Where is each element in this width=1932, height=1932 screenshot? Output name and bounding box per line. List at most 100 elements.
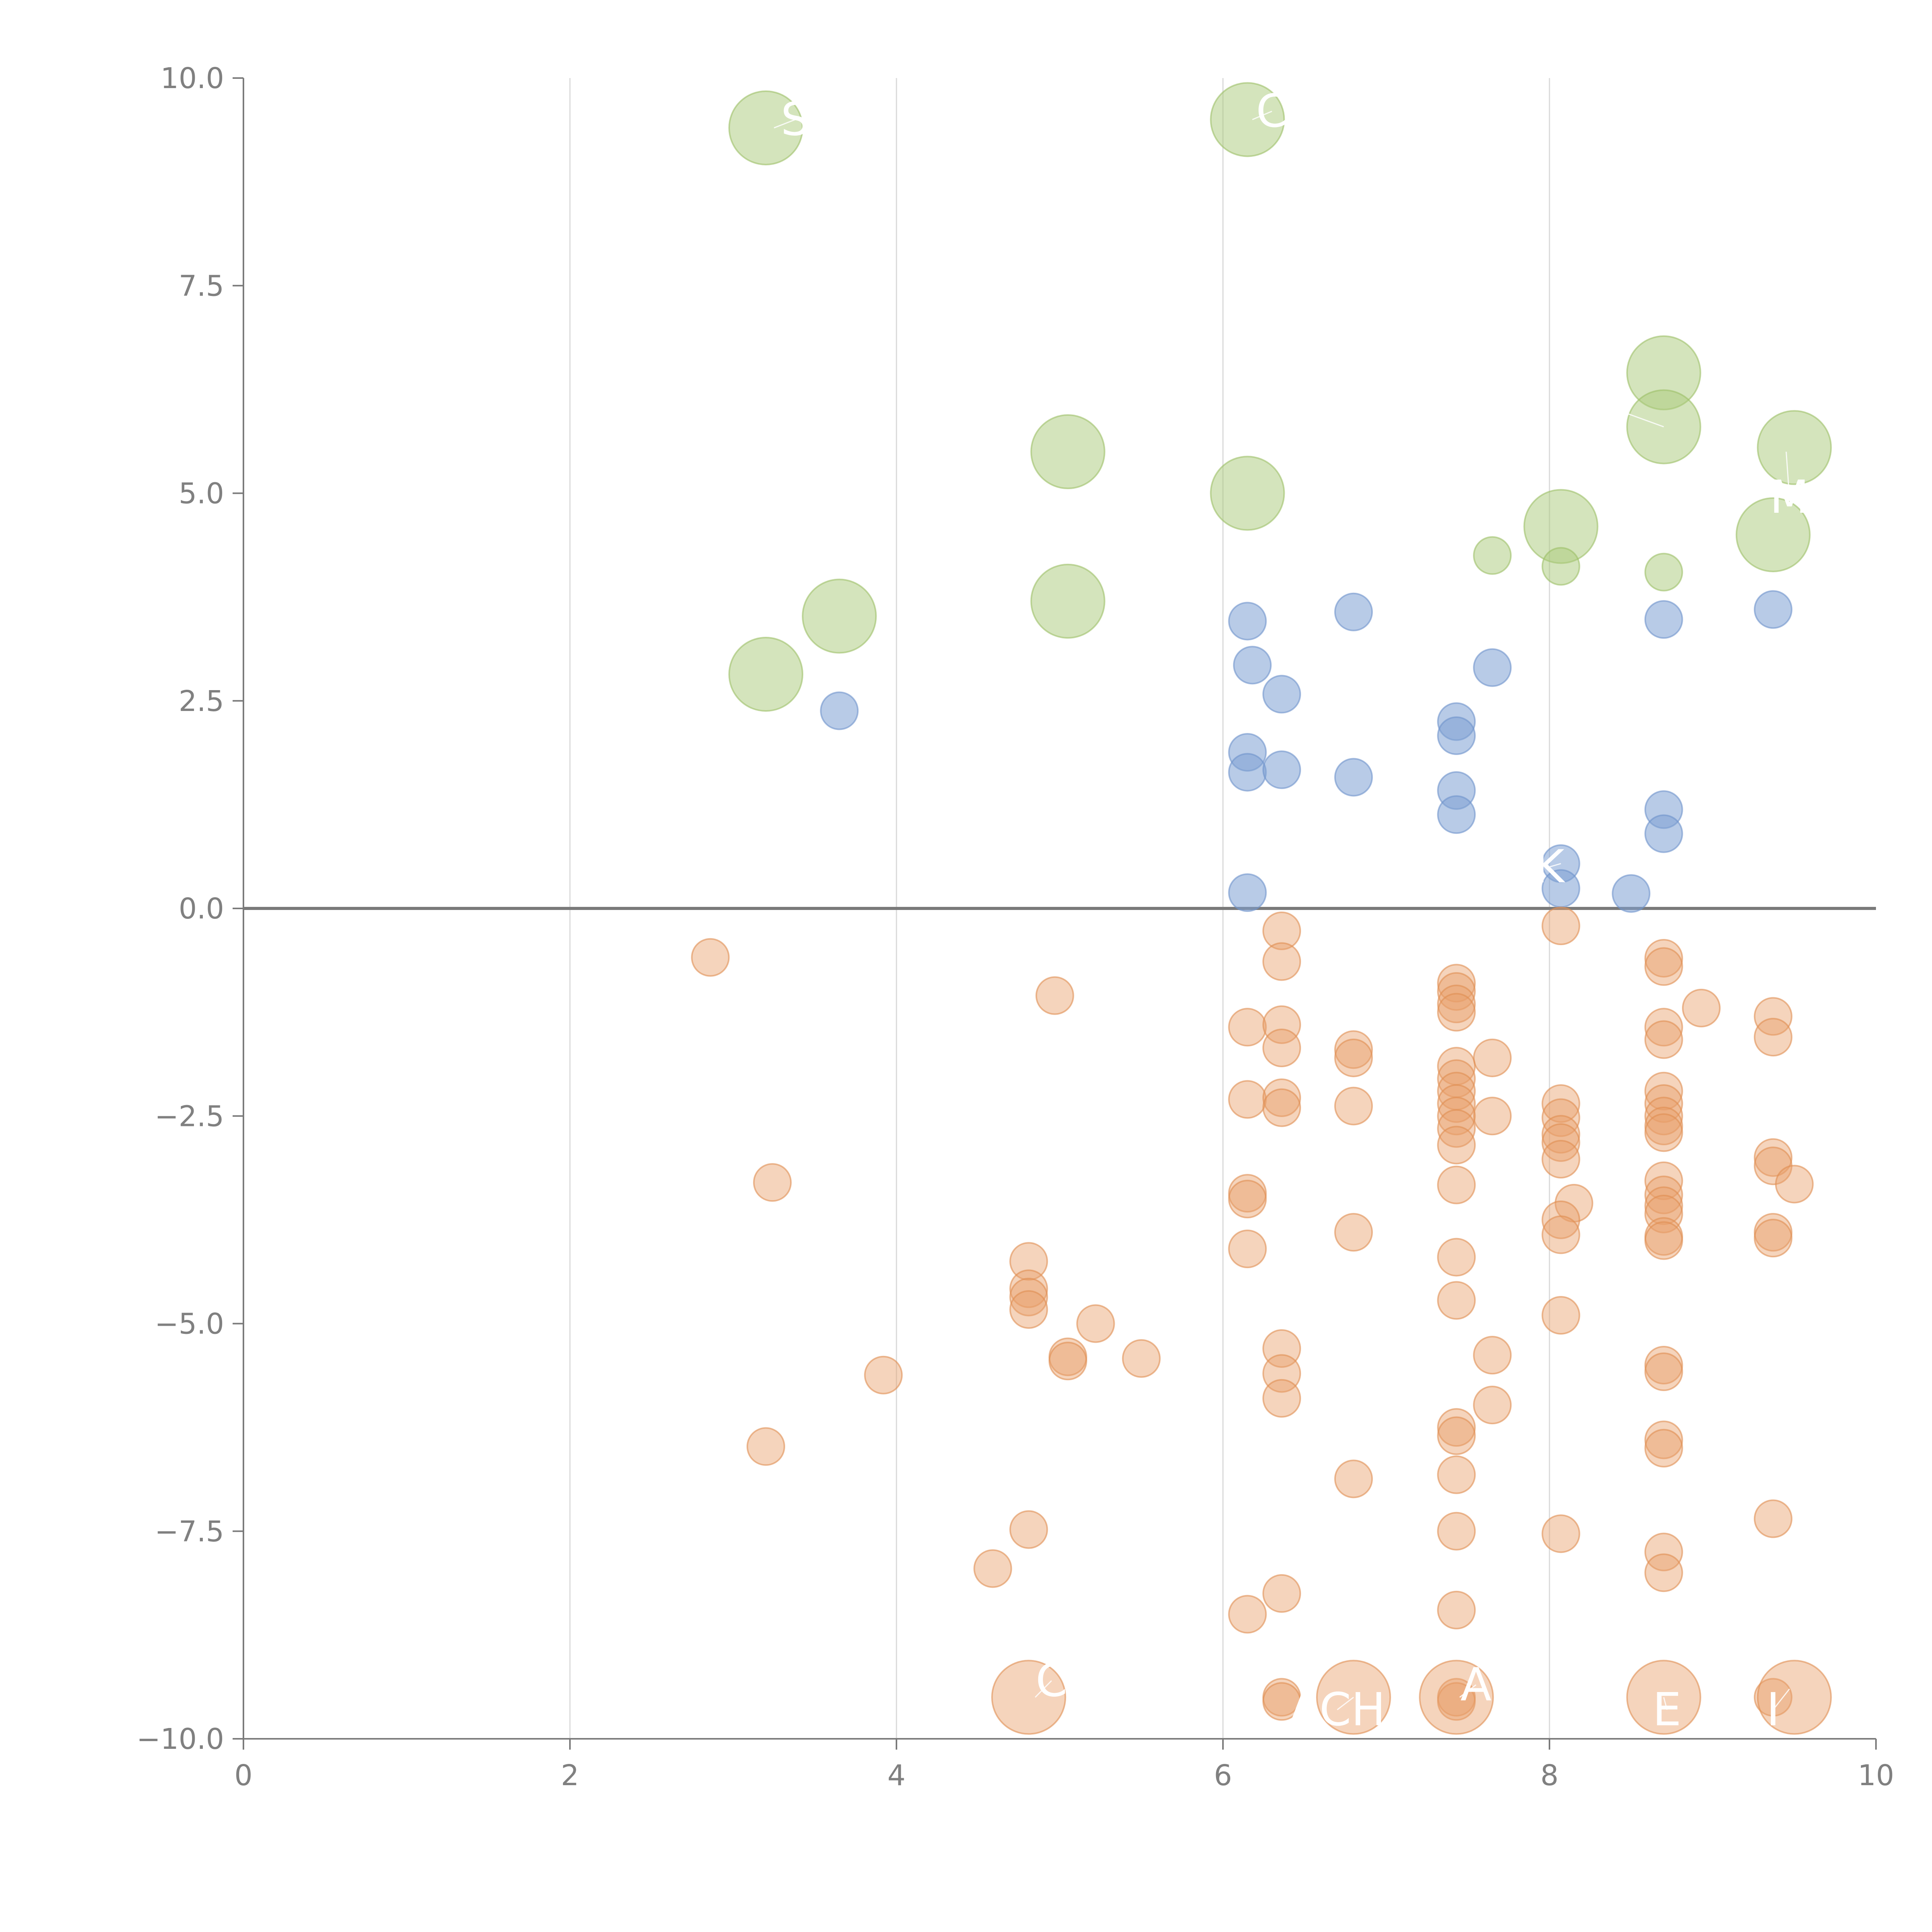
data-point-orange bbox=[691, 938, 730, 977]
label-leader-line bbox=[1252, 111, 1272, 120]
x-tick-label: 0 bbox=[234, 1759, 252, 1792]
x-tick-label: 6 bbox=[1214, 1759, 1232, 1792]
data-point-green bbox=[728, 90, 803, 165]
data-point-orange bbox=[1437, 1109, 1476, 1148]
label-leader-line bbox=[1786, 451, 1790, 498]
data-point-orange bbox=[1262, 1005, 1301, 1044]
label-leader-line bbox=[1459, 1684, 1476, 1698]
data-point-orange bbox=[1753, 1678, 1793, 1717]
data-point-orange bbox=[1334, 1087, 1373, 1126]
data-point-blue bbox=[1644, 814, 1683, 853]
data-point-orange bbox=[1437, 1512, 1476, 1551]
data-point-orange bbox=[1009, 1242, 1048, 1281]
y-tick-label: 7.5 bbox=[179, 269, 224, 303]
data-point-orange bbox=[1262, 1088, 1301, 1127]
data-point-blue bbox=[1262, 750, 1301, 789]
point-label: A bbox=[1461, 1658, 1492, 1711]
data-point-orange bbox=[1334, 1459, 1373, 1498]
y-tick-label: −2.5 bbox=[155, 1100, 224, 1133]
data-point-orange bbox=[1644, 1084, 1683, 1123]
data-point-blue bbox=[1334, 592, 1373, 631]
label-leader-line bbox=[774, 119, 796, 129]
label-leader-line bbox=[1663, 1697, 1668, 1710]
point-label: E bbox=[1653, 1683, 1682, 1736]
data-point-orange bbox=[1228, 1008, 1267, 1047]
data-point-orange bbox=[1334, 1030, 1373, 1069]
data-point-orange bbox=[1753, 1018, 1793, 1057]
data-points bbox=[691, 82, 1832, 1735]
data-point-orange bbox=[1644, 1008, 1683, 1047]
data-point-green bbox=[1757, 410, 1832, 485]
data-point-orange bbox=[1473, 1336, 1512, 1375]
point-label: S bbox=[781, 92, 810, 146]
data-point-orange bbox=[1753, 997, 1793, 1036]
data-point-orange bbox=[1009, 1290, 1048, 1329]
data-point-orange bbox=[1644, 1553, 1683, 1592]
data-point-orange bbox=[1262, 1078, 1301, 1117]
data-point-blue bbox=[1228, 873, 1267, 912]
label-leader-line bbox=[1772, 1689, 1790, 1710]
data-point-orange bbox=[1437, 972, 1476, 1011]
x-tick-label: 4 bbox=[887, 1759, 905, 1792]
data-point-orange bbox=[1541, 1084, 1580, 1123]
data-point-orange bbox=[1334, 1213, 1373, 1252]
data-point-green bbox=[1030, 563, 1105, 639]
data-point-orange bbox=[747, 1427, 785, 1466]
data-point-blue bbox=[1334, 758, 1373, 797]
data-point-orange bbox=[991, 1660, 1066, 1735]
data-point-green bbox=[1473, 536, 1512, 575]
data-point-orange bbox=[1753, 1213, 1793, 1252]
label-leader-line bbox=[1549, 863, 1561, 867]
data-point-orange bbox=[1262, 912, 1301, 951]
data-point-orange bbox=[1644, 1194, 1683, 1233]
point-label: I bbox=[1766, 1683, 1780, 1736]
y-tick-label: 10.0 bbox=[160, 62, 224, 95]
data-point-blue bbox=[1612, 874, 1651, 913]
data-point-blue bbox=[820, 691, 859, 730]
data-point-orange bbox=[1228, 1080, 1267, 1119]
data-point-orange bbox=[753, 1163, 792, 1202]
y-tick-label: −5.0 bbox=[155, 1308, 224, 1341]
y-tick-label: 2.5 bbox=[179, 685, 224, 718]
data-point-orange bbox=[1644, 1532, 1683, 1571]
data-point-orange bbox=[1644, 947, 1683, 986]
data-point-orange bbox=[1753, 1499, 1793, 1538]
data-point-green bbox=[1030, 414, 1105, 490]
y-tick-label: 5.0 bbox=[179, 477, 224, 510]
data-point-orange bbox=[1437, 964, 1476, 1003]
data-point-orange bbox=[864, 1355, 903, 1395]
data-point-orange bbox=[1437, 1126, 1476, 1165]
data-point-blue bbox=[1228, 602, 1267, 641]
data-point-green bbox=[1210, 456, 1285, 531]
data-point-orange bbox=[1541, 1200, 1580, 1239]
data-point-orange bbox=[1437, 1455, 1476, 1494]
axes: 10.0 7.5 5.0 2.5 0.0 −2.5 −5.0 −7.5 −10.0 0 2 4 6 8 10 bbox=[136, 62, 1894, 1792]
data-point-orange bbox=[1682, 988, 1721, 1027]
x-tick-label: 2 bbox=[561, 1759, 579, 1792]
data-point-blue bbox=[1233, 646, 1272, 685]
data-point-orange bbox=[1122, 1339, 1161, 1378]
data-point-orange bbox=[1437, 1408, 1476, 1447]
point-label: R bbox=[1591, 379, 1622, 432]
data-point-orange bbox=[1753, 1138, 1793, 1177]
data-point-orange bbox=[1541, 906, 1580, 946]
data-point-orange bbox=[1437, 1281, 1476, 1320]
data-point-orange bbox=[1048, 1342, 1087, 1381]
data-point-orange bbox=[1775, 1165, 1814, 1204]
data-point-orange bbox=[1009, 1269, 1048, 1308]
data-point-orange bbox=[1262, 1379, 1301, 1418]
label-leader-line bbox=[1606, 405, 1664, 427]
data-point-orange bbox=[1541, 1139, 1580, 1179]
data-point-orange bbox=[1437, 1097, 1476, 1136]
data-point-green bbox=[1210, 82, 1285, 157]
data-point-green bbox=[1735, 497, 1811, 572]
data-point-orange bbox=[1228, 1595, 1267, 1634]
data-point-orange bbox=[1541, 1296, 1580, 1335]
data-point-orange bbox=[1035, 976, 1074, 1015]
data-point-blue bbox=[1473, 648, 1512, 687]
data-point-blue bbox=[1753, 590, 1793, 629]
data-point-orange bbox=[1228, 1180, 1267, 1219]
data-point-orange bbox=[1541, 1514, 1580, 1553]
data-point-orange bbox=[1644, 1429, 1683, 1468]
